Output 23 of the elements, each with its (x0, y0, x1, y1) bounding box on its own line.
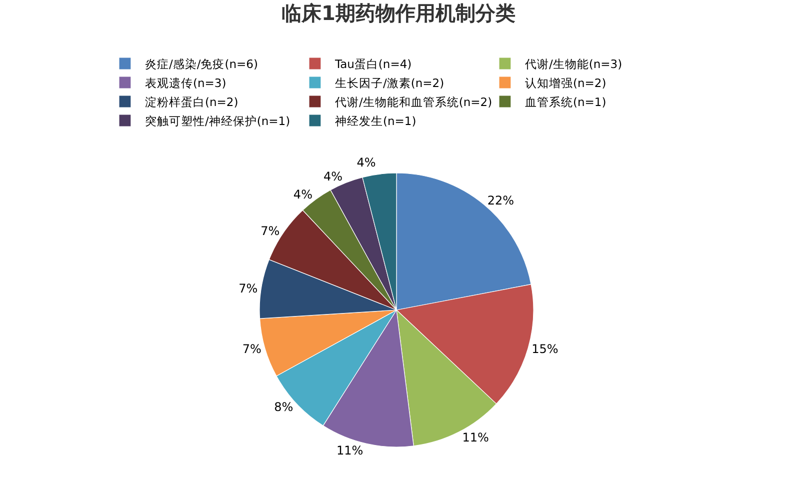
data-label: 4% (356, 156, 376, 170)
data-label: 7% (242, 342, 262, 356)
data-label: 15% (532, 342, 558, 356)
legend-label: 淀粉样蛋白(n=2) (144, 94, 238, 109)
legend-label: 表观遗传(n=3) (144, 76, 226, 90)
data-label: 7% (260, 224, 280, 238)
data-label: 11% (462, 430, 489, 445)
legend-label: 炎症/感染/免疫(n=6) (144, 56, 258, 71)
data-label: 11% (336, 443, 364, 458)
legend-label: 突触可塑性/神经保护(n=1) (144, 114, 290, 128)
legend-label: 神经发生(n=1) (334, 114, 416, 128)
legend-label: 血管系统(n=1) (524, 94, 606, 109)
data-label: 4% (324, 170, 343, 184)
legend-label: 生长因子/激素(n=2) (334, 76, 444, 90)
legend-label: 代谢/生物能和血管系统(n=2) (334, 94, 492, 109)
data-label: 7% (238, 281, 258, 296)
legend-label: 认知增强(n=2) (524, 76, 606, 90)
legend-label: Tau蛋白(n=4) (334, 56, 412, 71)
legend-label: 代谢/生物能(n=3) (524, 56, 622, 71)
chart-title: 临床1期药物作用机制分类 (282, 1, 516, 25)
data-label: 22% (487, 193, 514, 208)
data-label: 4% (293, 188, 312, 202)
data-label: 8% (274, 400, 294, 414)
